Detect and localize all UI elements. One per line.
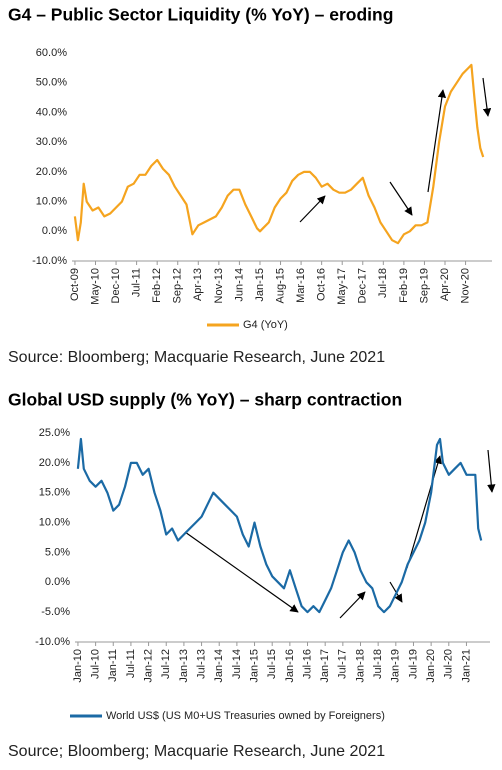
x-tick-label: Jan-19 <box>390 649 402 683</box>
x-tick-label: Jun-14 <box>233 268 245 302</box>
chart-title: Global USD supply (% YoY) – sharp contra… <box>8 390 402 410</box>
x-tick-label: Jul-17 <box>337 649 349 679</box>
x-tick-label: May-17 <box>336 268 348 305</box>
x-tick-label: Feb-19 <box>398 268 410 303</box>
x-tick-label: Jul-14 <box>231 649 243 679</box>
x-tick-label: Jul-13 <box>195 649 207 679</box>
x-tick-label: Jan-18 <box>354 649 366 683</box>
y-tick-label: 10.0% <box>39 516 70 528</box>
x-tick-label: Jan-14 <box>213 649 225 683</box>
arrow <box>184 531 299 613</box>
chart: G4 – Public Sector Liquidity (% YoY) – e… <box>8 5 492 366</box>
y-tick-label: 30.0% <box>36 136 67 148</box>
x-tick-label: Jul-20 <box>443 649 455 679</box>
x-tick-label: Nov-13 <box>213 268 225 303</box>
data-line <box>73 63 485 245</box>
arrow <box>299 195 326 223</box>
y-tick-label: 20.0% <box>36 166 67 178</box>
x-tick-label: Apr-13 <box>192 268 204 301</box>
y-tick-label: 25.0% <box>39 427 70 439</box>
x-tick-label: Sep-12 <box>172 268 184 303</box>
x-tick-label: Aug-15 <box>274 268 286 303</box>
source-note: Source: Bloomberg; Macquarie Research, J… <box>8 349 385 366</box>
x-tick-label: Jan-10 <box>72 649 84 683</box>
y-tick-label: 20.0% <box>39 457 70 469</box>
x-tick-label: Dec-17 <box>357 268 369 303</box>
x-tick-label: Jan-15 <box>248 649 260 683</box>
arrow <box>482 77 492 117</box>
arrow <box>406 455 442 569</box>
x-tick-label: Jul-11 <box>125 649 137 678</box>
x-tick-label: Nov-20 <box>459 268 471 303</box>
y-tick-label: 0.0% <box>42 225 67 237</box>
x-tick-label: Jul-11 <box>131 268 143 297</box>
y-tick-label: -10.0% <box>35 636 70 648</box>
arrow <box>339 591 366 619</box>
x-tick-label: Jul-16 <box>301 649 313 679</box>
y-tick-label: 15.0% <box>39 487 70 499</box>
legend-label: World US$ (US M0+US Treasuries owned by … <box>106 710 385 722</box>
arrow <box>389 181 413 216</box>
x-tick-label: Jul-12 <box>160 649 172 679</box>
x-tick-label: Jan-20 <box>425 649 437 683</box>
y-tick-label: 50.0% <box>36 77 67 89</box>
x-tick-label: Jan-15 <box>254 268 266 302</box>
x-tick-label: Oct-16 <box>316 268 328 301</box>
x-tick-label: Mar-16 <box>295 268 307 303</box>
x-tick-label: Apr-20 <box>439 268 451 301</box>
x-tick-label: Jul-19 <box>407 649 419 679</box>
x-tick-label: Jul-18 <box>377 268 389 298</box>
x-tick-label: Jul-15 <box>266 649 278 679</box>
y-tick-label: 40.0% <box>36 106 67 118</box>
x-tick-label: Jan-11 <box>107 649 119 682</box>
y-tick-label: -10.0% <box>32 255 67 267</box>
x-tick-label: Dec-10 <box>110 268 122 303</box>
x-tick-label: Jan-13 <box>178 649 190 683</box>
x-tick-label: Oct-09 <box>69 268 81 301</box>
y-tick-label: -5.0% <box>41 606 70 618</box>
x-tick-label: Feb-12 <box>151 268 163 303</box>
x-tick-label: Sep-19 <box>418 268 430 303</box>
chart-title: G4 – Public Sector Liquidity (% YoY) – e… <box>8 5 393 25</box>
legend-label: G4 (YoY) <box>243 319 288 331</box>
arrow <box>427 89 447 193</box>
y-tick-label: 0.0% <box>45 576 70 588</box>
x-tick-label: Jan-21 <box>460 649 472 683</box>
data-line <box>76 437 483 614</box>
x-tick-label: May-10 <box>89 268 101 305</box>
source-note: Source; Bloomberg; Macquarie Research, J… <box>8 743 385 760</box>
y-tick-label: 60.0% <box>36 47 67 59</box>
annotation-arrows <box>184 77 496 619</box>
x-tick-label: Jan-12 <box>142 649 154 683</box>
chart: Global USD supply (% YoY) – sharp contra… <box>8 390 490 760</box>
x-tick-label: Jan-16 <box>284 649 296 683</box>
arrow <box>487 449 496 493</box>
y-tick-label: 5.0% <box>45 546 70 558</box>
x-tick-label: Jul-10 <box>90 649 102 679</box>
y-tick-label: 10.0% <box>36 195 67 207</box>
x-tick-label: Jul-18 <box>372 649 384 679</box>
x-tick-label: Jan-17 <box>319 649 331 683</box>
